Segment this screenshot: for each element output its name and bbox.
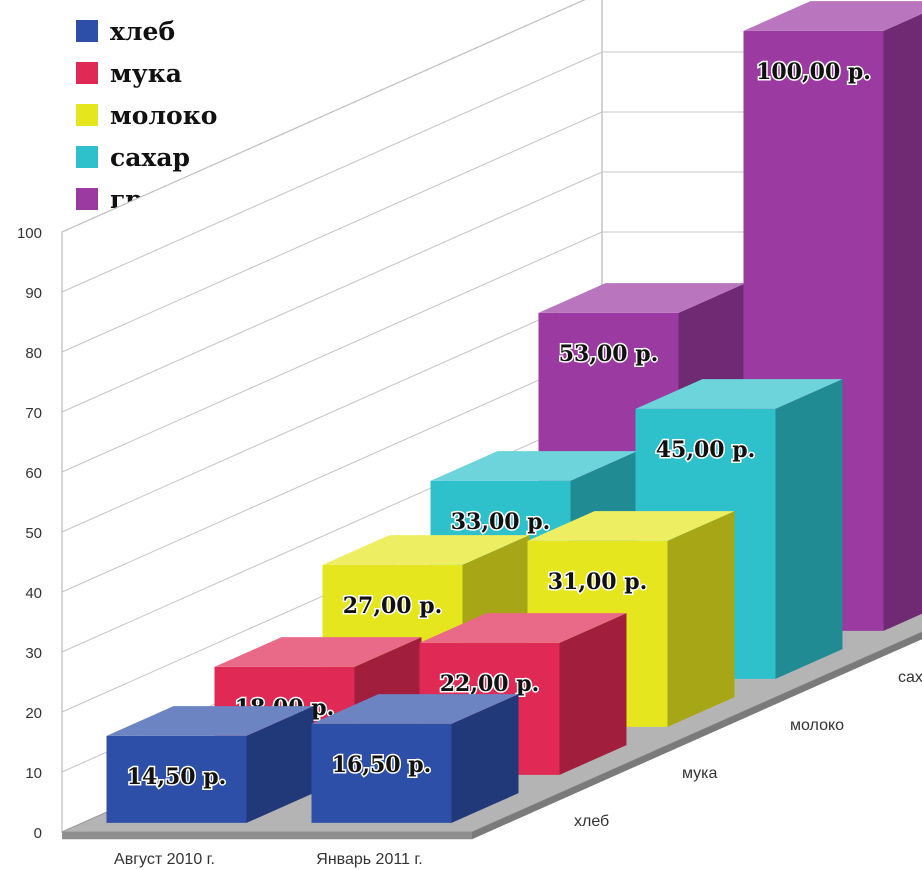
- legend-item-hleb: хлеб: [76, 10, 217, 52]
- y-tick-label: 0: [34, 825, 42, 842]
- bar-top: [322, 535, 530, 565]
- bar-side: [883, 13, 922, 631]
- depth-axis-label: хлеб: [574, 813, 609, 830]
- y-tick-label: 50: [25, 525, 42, 542]
- y-tick-label: 70: [25, 405, 42, 422]
- legend-swatch: [76, 104, 98, 126]
- y-tick-label: 80: [25, 345, 42, 362]
- y-tick-label: 90: [25, 285, 42, 302]
- bar-top: [106, 706, 314, 736]
- depth-axis-label: молоко: [790, 717, 844, 734]
- legend-item-sahar: сахар: [76, 136, 217, 178]
- gridline: [61, 0, 586, 233]
- legend-item-moloko: молоко: [76, 94, 217, 136]
- legend-swatch: [76, 62, 98, 84]
- bar-top: [214, 637, 422, 667]
- legend-label: молоко: [110, 100, 218, 130]
- bar-side: [246, 706, 314, 823]
- bar-top: [311, 694, 519, 724]
- bar-side: [775, 379, 843, 679]
- bar-хлеб: 16,50 р.: [311, 694, 519, 823]
- category-label: Январь 2011 г.: [316, 851, 422, 868]
- data-label: 45,00 р.: [656, 437, 756, 463]
- y-tick-label: 30: [25, 645, 42, 662]
- y-tick-label: 20: [25, 705, 42, 722]
- bar-side: [667, 511, 735, 727]
- bar-top: [527, 511, 735, 541]
- y-tick-label: 10: [25, 765, 42, 782]
- legend-swatch: [76, 146, 98, 168]
- legend-label: хлеб: [110, 16, 176, 46]
- data-label: 14,50 р.: [127, 764, 227, 790]
- data-label: 31,00 р.: [548, 569, 648, 595]
- depth-axis-label: сахар: [898, 669, 922, 686]
- bar-top: [635, 379, 843, 409]
- legend-item-muka: мука: [76, 52, 217, 94]
- legend-swatch: [76, 188, 98, 210]
- bar-хлеб: 14,50 р.: [106, 706, 314, 823]
- y-tick-label: 60: [25, 465, 42, 482]
- depth-axis-label: мука: [682, 765, 718, 782]
- data-label: 27,00 р.: [343, 593, 443, 619]
- legend-swatch: [76, 20, 98, 42]
- legend-label: сахар: [110, 142, 191, 172]
- bar-side: [451, 694, 519, 823]
- data-label: 22,00 р.: [440, 671, 540, 697]
- bar-side: [559, 613, 627, 775]
- legend-label: мука: [110, 58, 182, 88]
- data-label: 100,00 р.: [756, 59, 871, 85]
- data-label: 33,00 р.: [451, 509, 551, 535]
- bar-top: [430, 451, 638, 481]
- y-tick-label: 100: [17, 225, 42, 242]
- y-tick-label: 40: [25, 585, 42, 602]
- bar-front: [106, 735, 247, 823]
- bar-top: [743, 1, 922, 31]
- bar-front: [311, 723, 452, 823]
- floor-edge: [62, 832, 472, 840]
- bar-top: [419, 613, 627, 643]
- bar-top: [538, 283, 746, 313]
- data-label: 16,50 р.: [332, 752, 432, 778]
- floor-edge: [472, 632, 922, 840]
- category-label: Август 2010 г.: [114, 851, 215, 868]
- data-label: 53,00 р.: [559, 341, 659, 367]
